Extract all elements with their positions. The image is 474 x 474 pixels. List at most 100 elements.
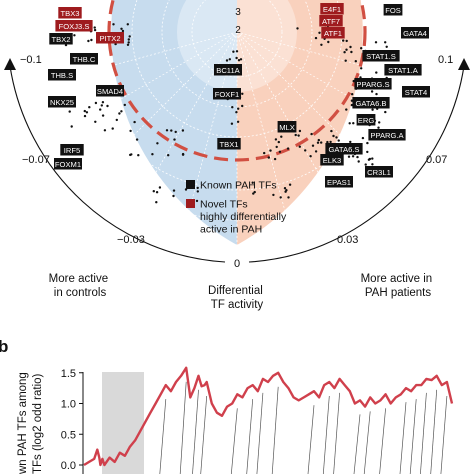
tick-left-0.1: −0.1: [20, 54, 42, 66]
drop-line: [333, 392, 340, 474]
tf-point: [85, 111, 89, 114]
tf-point: [127, 38, 130, 41]
tf-label-box: [217, 138, 241, 150]
tf-point: [165, 129, 169, 132]
tf-point: [83, 109, 87, 113]
tf-point: [127, 41, 130, 44]
tf-point: [352, 122, 355, 125]
tf-label-thb-s: THB.S: [48, 69, 76, 81]
tf-label-text: GATA6.B: [356, 99, 387, 108]
tf-point: [73, 34, 76, 37]
tf-point: [68, 110, 71, 113]
y-tick-label: 0.0: [61, 460, 76, 472]
tf-point: [225, 59, 229, 62]
y-tick-label: 1.5: [61, 368, 76, 380]
drop-line: [230, 408, 238, 474]
drop-line: [256, 392, 264, 474]
tf-point: [316, 141, 320, 144]
tf-point: [263, 151, 266, 155]
tf-label-tbx2: TBX2: [49, 33, 73, 45]
tf-point: [377, 126, 380, 129]
tf-point: [356, 155, 359, 159]
side-label-controls: More active in controls: [49, 273, 112, 299]
tf-point: [152, 190, 155, 193]
tf-point: [239, 58, 243, 61]
tf-label-box: [319, 15, 343, 27]
tf-point: [173, 138, 176, 141]
tf-label-text: STAT1.A: [388, 66, 419, 75]
tf-point: [314, 36, 318, 40]
tf-label-text: IRF5: [64, 146, 80, 155]
tf-point: [135, 138, 139, 141]
tf-point: [120, 110, 123, 113]
tf-point: [345, 48, 348, 51]
tf-label-box: [402, 86, 430, 98]
tf-point: [100, 104, 104, 107]
tick-left-0.07: −0.07: [22, 154, 50, 166]
tf-label-text: THB.S: [51, 71, 73, 80]
tf-point: [155, 201, 158, 204]
tf-point: [235, 56, 238, 60]
tf-point: [235, 50, 239, 53]
tf-label-text: PPARG.A: [370, 131, 404, 140]
tf-point: [181, 153, 185, 156]
grid-spoke: [236, 31, 454, 158]
tf-point: [347, 155, 351, 158]
tf-point: [384, 110, 387, 114]
tf-label-thb-c: THB.C: [70, 53, 98, 65]
tf-point: [309, 155, 312, 158]
tick-right-0.03: 0.03: [337, 234, 358, 246]
tf-point: [361, 136, 365, 140]
tf-point: [167, 154, 170, 157]
drop-line: [246, 399, 254, 474]
tf-point: [364, 163, 367, 166]
tf-label-tbx1: TBX1: [217, 138, 241, 150]
tf-label-text: ATF7: [322, 17, 340, 26]
tf-label-text: NKX25: [50, 98, 74, 107]
drop-line: [271, 386, 279, 474]
tf-point: [133, 120, 136, 124]
tf-point: [103, 129, 107, 132]
tf-point: [273, 157, 277, 161]
tf-label-mlx: MLX: [277, 121, 297, 133]
radial-tick-3: 3: [235, 7, 241, 18]
tf-label-box: [96, 32, 124, 44]
tick-right-0.1: 0.1: [438, 54, 453, 66]
tf-label-gata6-b: GATA6.B: [352, 97, 390, 109]
grid-spoke: [236, 31, 299, 262]
tf-point: [360, 67, 363, 70]
tf-point: [288, 183, 292, 186]
tf-label-tbx3: TBX3: [58, 7, 82, 19]
legend-label-novel: Novel TFs highly differentially active i…: [200, 199, 289, 236]
tf-label-text: ATF1: [324, 29, 342, 38]
line-chart: 1.5 1.0 0.5 0.0 wn PAH TFs among TFs (log2 …: [17, 366, 454, 474]
tf-label-text: TBX1: [220, 140, 239, 149]
drop-line: [159, 399, 167, 474]
tf-point: [318, 31, 321, 34]
tf-point: [371, 163, 374, 166]
controls-half: [111, 0, 237, 245]
tf-point: [284, 190, 287, 193]
tf-point: [375, 71, 378, 74]
tf-label-bc11a: BC11A: [214, 64, 242, 76]
pah-half: [237, 0, 363, 245]
tf-point: [384, 41, 387, 44]
tf-label-gata6-s: GATA6.S: [325, 143, 363, 155]
tf-point: [90, 38, 93, 42]
tf-label-text: ERG: [358, 116, 375, 125]
legend: Known PAH TFs Novel TFs highly different…: [186, 180, 289, 236]
tf-label-box: [214, 64, 242, 76]
drop-line: [307, 405, 315, 474]
tf-point: [287, 196, 290, 199]
tf-label-cr3l1: CR3L1: [365, 166, 393, 178]
tf-label-text: GATA4: [403, 29, 427, 38]
tf-point: [277, 140, 280, 144]
tf-point: [371, 157, 374, 160]
tf-label-text: PITX2: [99, 34, 120, 43]
tf-point: [304, 149, 307, 152]
tf-label-box: [321, 27, 345, 39]
tf-point: [174, 130, 177, 134]
tf-point: [275, 145, 278, 149]
tf-point: [83, 114, 87, 118]
